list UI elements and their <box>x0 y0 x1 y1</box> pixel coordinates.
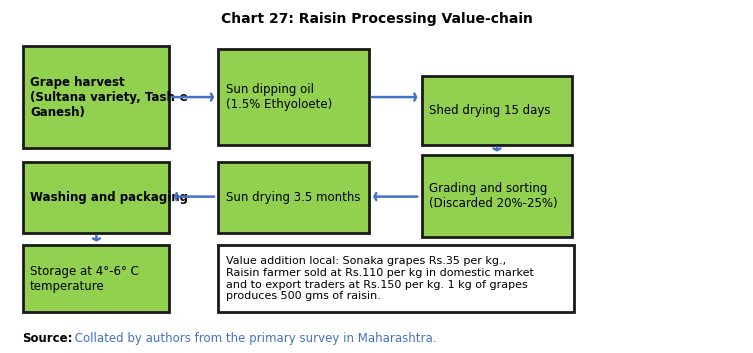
Text: Sun drying 3.5 months: Sun drying 3.5 months <box>226 191 361 204</box>
FancyBboxPatch shape <box>422 76 572 145</box>
FancyBboxPatch shape <box>218 49 369 145</box>
Text: Chart 27: Raisin Processing Value-chain: Chart 27: Raisin Processing Value-chain <box>221 12 532 26</box>
FancyBboxPatch shape <box>422 155 572 237</box>
Text: Sun dipping oil
(1.5% Ethyoloete): Sun dipping oil (1.5% Ethyoloete) <box>226 83 332 111</box>
Text: Grape harvest
(Sultana variety, Tash-e-
Ganesh): Grape harvest (Sultana variety, Tash-e- … <box>30 76 193 119</box>
Text: Washing and packaging: Washing and packaging <box>30 191 188 204</box>
FancyBboxPatch shape <box>23 245 169 312</box>
Text: Shed drying 15 days: Shed drying 15 days <box>429 104 550 117</box>
Text: Grading and sorting
(Discarded 20%-25%): Grading and sorting (Discarded 20%-25%) <box>429 182 558 210</box>
Text: Value addition local: Sonaka grapes Rs.35 per kg.,
Raisin farmer sold at Rs.110 : Value addition local: Sonaka grapes Rs.3… <box>226 257 534 301</box>
FancyBboxPatch shape <box>23 162 169 233</box>
Text: Collated by authors from the primary survey in Maharashtra.: Collated by authors from the primary sur… <box>71 333 436 345</box>
Text: Storage at 4°-6° C
temperature: Storage at 4°-6° C temperature <box>30 265 139 293</box>
Text: Source:: Source: <box>23 333 73 345</box>
FancyBboxPatch shape <box>23 46 169 148</box>
FancyBboxPatch shape <box>218 245 574 312</box>
FancyBboxPatch shape <box>218 162 369 233</box>
